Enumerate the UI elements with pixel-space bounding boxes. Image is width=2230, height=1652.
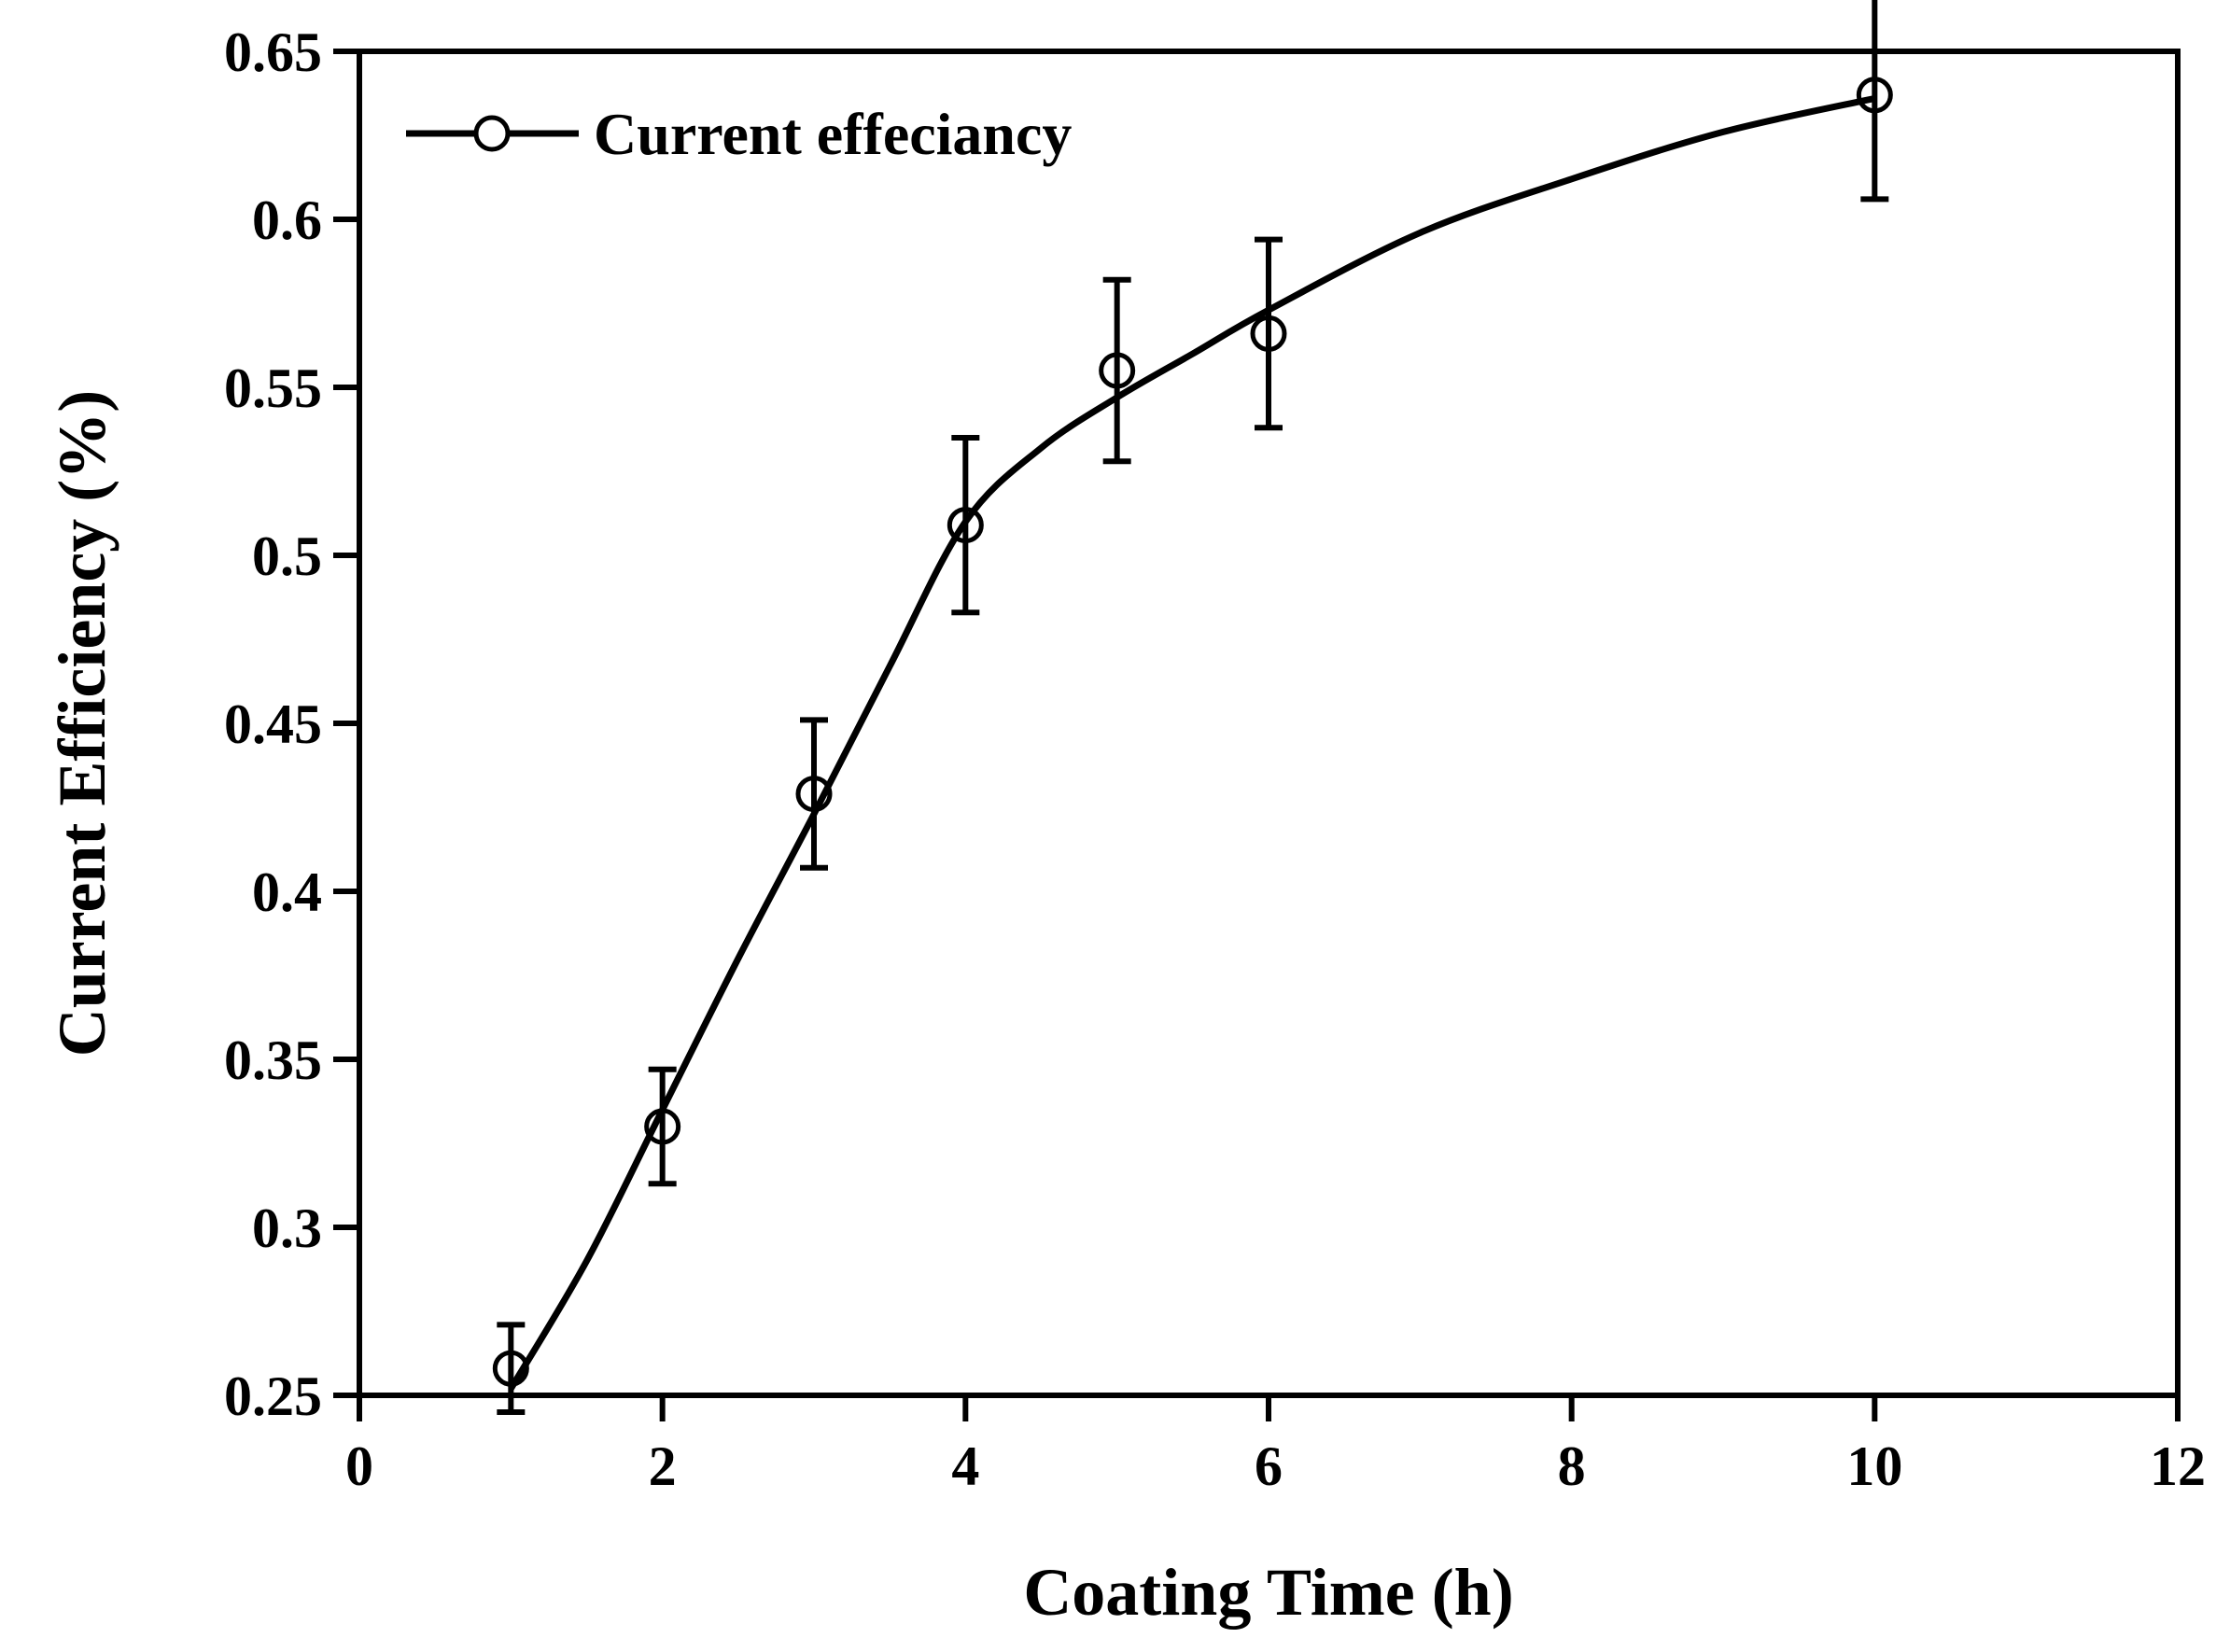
data-point [795,776,833,813]
series-layer [492,0,1893,1415]
series-line [508,94,1876,1391]
x-tick-label: 10 [1846,1435,1902,1497]
data-point [1856,77,1893,114]
data-point [1250,315,1287,352]
y-tick-label: 0.25 [224,1365,322,1427]
y-tick-label: 0.6 [252,189,322,251]
y-tick-label: 0.45 [224,693,322,755]
x-axis: 0 2 4 6 8 10 12 [345,1395,2206,1497]
x-tick-label: 0 [345,1435,373,1497]
data-point [1099,352,1136,389]
y-tick-label: 0.5 [252,525,322,587]
y-axis-title: Current Efficiency (%) [45,390,119,1057]
data-point [644,1108,681,1145]
x-tick-label: 2 [649,1435,677,1497]
x-tick-label: 12 [2150,1435,2206,1497]
y-tick-label: 0.65 [224,21,322,83]
x-tick-label: 8 [1558,1435,1586,1497]
x-tick-label: 4 [951,1435,979,1497]
legend-marker [473,115,511,152]
y-tick-label: 0.3 [252,1197,322,1259]
y-tick-label: 0.4 [252,861,322,923]
y-tick-label: 0.55 [224,357,322,419]
x-axis-title: Coating Time (h) [1023,1555,1513,1630]
y-axis: 0.25 0.3 0.35 0.4 0.45 0.5 0.55 0.6 0.65 [224,21,359,1427]
legend: Current effeciancy [406,101,1072,167]
y-tick-label: 0.35 [224,1029,322,1091]
data-point [947,507,984,544]
legend-label: Current effeciancy [594,101,1072,167]
x-tick-label: 6 [1255,1435,1283,1497]
data-point [492,1350,529,1387]
